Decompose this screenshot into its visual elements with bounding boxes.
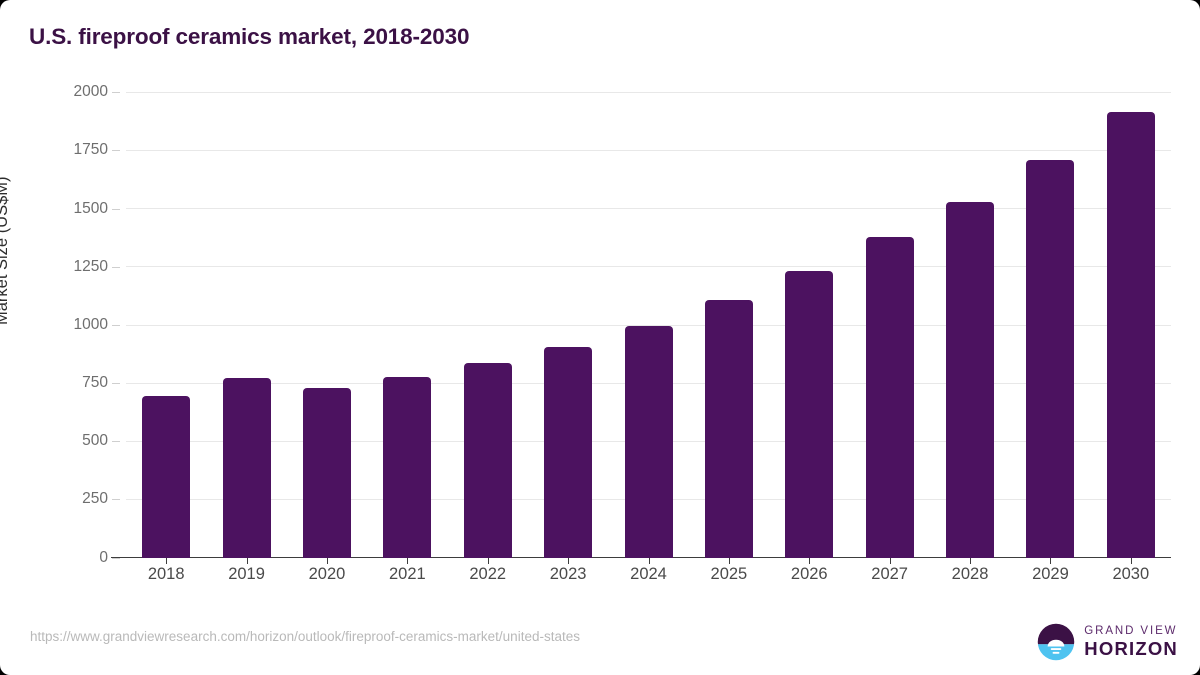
y-tick-label: 500 [82, 432, 108, 450]
x-tick-label-2018: 2018 [147, 565, 185, 583]
gridline [126, 92, 1171, 93]
x-tick-mark [166, 557, 168, 564]
bar-2025[interactable] [704, 300, 753, 558]
y-tick-label: 2000 [73, 83, 108, 101]
y-tick-mark [112, 499, 120, 501]
y-tick-label: 1750 [73, 141, 108, 159]
x-tick-mark [970, 557, 972, 564]
y-tick-label: 250 [82, 490, 108, 508]
page-title: U.S. fireproof ceramics market, 2018-203… [29, 24, 470, 49]
source-url[interactable]: https://www.grandviewresearch.com/horizo… [30, 629, 580, 644]
y-tick-mark [112, 208, 120, 210]
y-tick-mark [112, 266, 120, 268]
bar-2029[interactable] [1026, 160, 1075, 558]
y-tick-label: 1000 [73, 315, 108, 333]
y-tick-label: 0 [99, 548, 108, 566]
x-tick-label-2021: 2021 [388, 565, 426, 583]
brand-logo: GRAND VIEW HORIZON [1037, 621, 1178, 663]
x-tick-mark [728, 557, 730, 564]
x-axis-line [111, 557, 1171, 559]
y-tick-mark [112, 557, 120, 559]
y-axis: Market Size (US$M) 0 250 500 750 1000 1250 150… [0, 0, 108, 675]
x-tick-label-2019: 2019 [228, 565, 265, 583]
bar-2024[interactable] [624, 326, 673, 558]
bar-2019[interactable] [222, 377, 271, 558]
x-tick-mark [407, 557, 409, 564]
gridline [126, 324, 1171, 326]
x-tick-mark [246, 557, 248, 564]
x-tick-label-2024: 2024 [630, 565, 667, 583]
y-tick-label: 750 [82, 374, 108, 392]
bar-series [126, 92, 1171, 558]
x-tick-mark [568, 557, 570, 564]
x-tick-label-2023: 2023 [549, 565, 587, 583]
bar-2030[interactable] [1106, 112, 1155, 558]
y-tick-mark [112, 383, 120, 385]
bar-2018[interactable] [142, 395, 191, 558]
bar-2023[interactable] [544, 347, 593, 558]
bar-2026[interactable] [785, 270, 834, 558]
x-tick-label-2022: 2022 [469, 565, 507, 583]
x-tick-label-2029: 2029 [1032, 565, 1069, 583]
y-tick-mark [112, 150, 120, 152]
bar-2020[interactable] [302, 387, 351, 558]
y-tick-mark [112, 92, 120, 94]
x-tick-mark [487, 557, 489, 564]
x-tick-label-2025: 2025 [710, 565, 748, 583]
x-tick-mark [809, 557, 811, 564]
y-tick-mark [112, 441, 120, 443]
gridline [126, 208, 1171, 210]
x-tick-label-2026: 2026 [790, 565, 828, 583]
logo-line-grand-view: GRAND VIEW [1084, 624, 1178, 637]
y-axis-label: Market Size (US$M) [0, 176, 11, 325]
y-tick-label: 1500 [73, 199, 108, 217]
logo-line-horizon: HORIZON [1084, 638, 1178, 659]
bar-2027[interactable] [865, 236, 914, 558]
x-tick-mark [326, 557, 328, 564]
x-tick-mark [889, 557, 891, 564]
y-tick-mark [112, 324, 120, 326]
x-tick-mark [648, 557, 650, 564]
logo-wordmark: GRAND VIEW HORIZON [1084, 624, 1178, 659]
y-tick-label: 1250 [73, 257, 108, 275]
x-tick-label-2020: 2020 [308, 565, 346, 583]
grand-view-horizon-logo-mark-icon [1038, 623, 1075, 661]
x-tick-mark [1130, 557, 1132, 564]
bar-2022[interactable] [463, 363, 512, 558]
x-tick-label-2030: 2030 [1112, 565, 1150, 583]
gridline [126, 266, 1171, 268]
bar-2021[interactable] [383, 376, 432, 558]
gridline [126, 150, 1171, 152]
x-axis: 2018 2019 2020 2021 2022 2023 2024 2025 2026 2027… [126, 565, 1171, 595]
bar-2028[interactable] [946, 201, 995, 558]
x-tick-label-2027: 2027 [871, 565, 908, 583]
x-tick-mark [1050, 557, 1052, 564]
x-tick-label-2028: 2028 [951, 565, 989, 583]
